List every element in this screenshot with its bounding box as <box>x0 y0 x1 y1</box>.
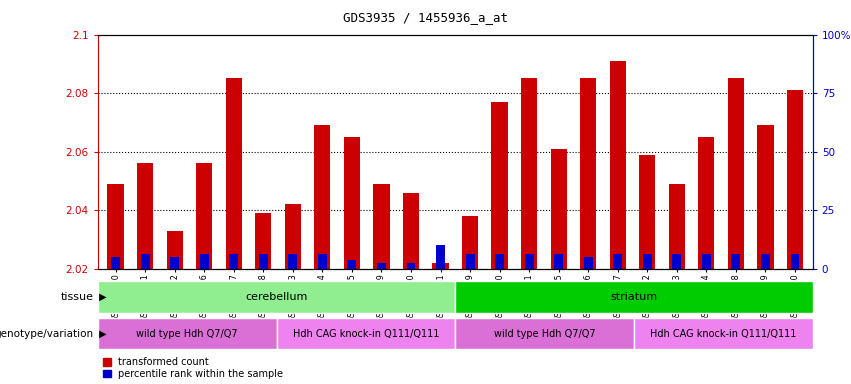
Text: ▶: ▶ <box>96 329 106 339</box>
Bar <box>259 254 268 269</box>
Bar <box>580 78 597 269</box>
Bar <box>584 257 592 269</box>
Bar <box>98 281 455 313</box>
Bar <box>318 254 327 269</box>
Bar <box>455 281 813 313</box>
Text: ▶: ▶ <box>96 292 106 302</box>
Bar <box>609 61 625 269</box>
Bar <box>698 137 715 269</box>
Bar <box>639 155 655 269</box>
Bar <box>377 263 386 269</box>
Bar <box>732 254 740 269</box>
Bar <box>167 231 183 269</box>
Bar <box>347 260 357 269</box>
Bar <box>669 184 685 269</box>
Bar <box>285 204 301 269</box>
Bar <box>462 216 478 269</box>
Bar <box>255 213 271 269</box>
Bar <box>140 254 150 269</box>
Bar <box>436 245 445 269</box>
Bar <box>702 254 711 269</box>
Bar <box>761 254 770 269</box>
Bar <box>643 254 652 269</box>
Text: Hdh CAG knock-in Q111/Q111: Hdh CAG knock-in Q111/Q111 <box>650 329 797 339</box>
Text: cerebellum: cerebellum <box>245 292 308 302</box>
Bar <box>614 254 622 269</box>
Bar <box>554 254 563 269</box>
Bar <box>374 184 390 269</box>
Bar <box>634 318 813 349</box>
Legend: transformed count, percentile rank within the sample: transformed count, percentile rank withi… <box>103 357 283 379</box>
Bar <box>229 254 238 269</box>
Bar <box>525 254 534 269</box>
Text: wild type Hdh Q7/Q7: wild type Hdh Q7/Q7 <box>494 329 596 339</box>
Bar <box>137 163 153 269</box>
Text: wild type Hdh Q7/Q7: wild type Hdh Q7/Q7 <box>136 329 238 339</box>
Text: GDS3935 / 1455936_a_at: GDS3935 / 1455936_a_at <box>343 12 508 25</box>
Bar <box>288 254 297 269</box>
Bar <box>787 90 803 269</box>
Text: tissue: tissue <box>60 292 94 302</box>
Bar <box>551 149 567 269</box>
Bar <box>314 125 330 269</box>
Bar <box>495 254 504 269</box>
Bar <box>791 254 799 269</box>
Bar <box>196 163 213 269</box>
Bar <box>98 318 277 349</box>
Bar <box>170 257 179 269</box>
Bar <box>226 78 242 269</box>
Bar <box>521 78 537 269</box>
Bar <box>111 257 120 269</box>
Bar <box>432 263 448 269</box>
Bar <box>344 137 360 269</box>
Bar <box>455 318 634 349</box>
Bar <box>200 254 208 269</box>
Bar <box>728 78 744 269</box>
Bar <box>407 263 415 269</box>
Bar <box>492 102 508 269</box>
Text: genotype/variation: genotype/variation <box>0 329 94 339</box>
Bar <box>757 125 774 269</box>
Bar <box>107 184 123 269</box>
Text: Hdh CAG knock-in Q111/Q111: Hdh CAG knock-in Q111/Q111 <box>293 329 439 339</box>
Bar <box>403 193 419 269</box>
Bar <box>465 254 475 269</box>
Text: striatum: striatum <box>610 292 658 302</box>
Bar <box>277 318 455 349</box>
Bar <box>672 254 682 269</box>
